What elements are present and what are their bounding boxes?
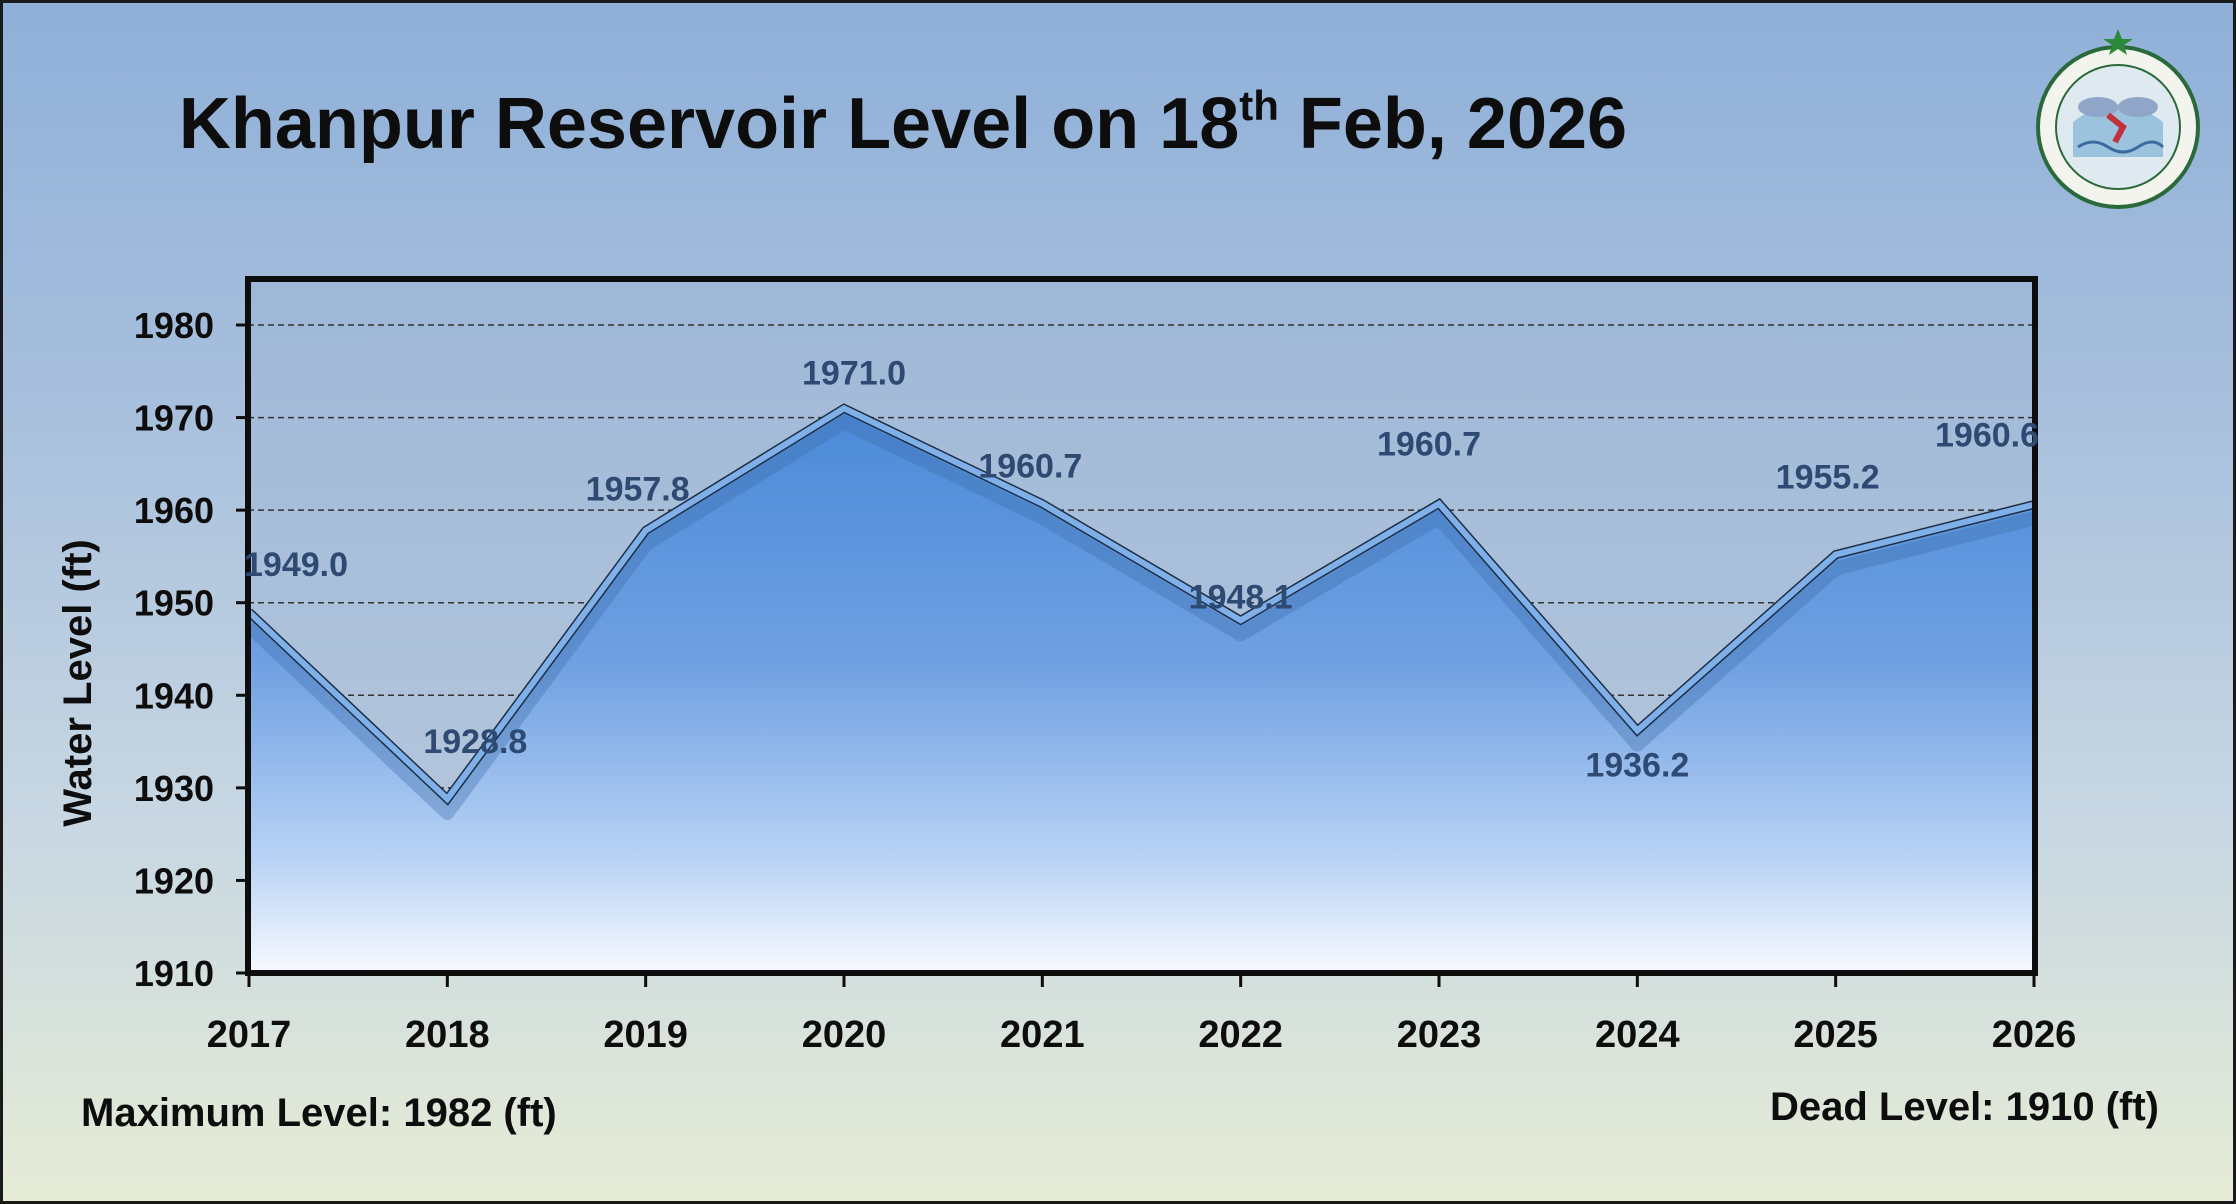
- title-main: Khanpur Reservoir Level on 18: [178, 84, 1240, 164]
- series-line: [246, 404, 2035, 804]
- area-fill: [249, 408, 2034, 973]
- x-tick-label: 2025: [1793, 1014, 1878, 1056]
- x-tick-label: 2021: [1000, 1014, 1085, 1056]
- x-tick-label: 2022: [1198, 1014, 1283, 1056]
- axes: [236, 276, 2038, 987]
- data-label: 1971.0: [802, 354, 906, 392]
- data-label: 1948.1: [1189, 578, 1293, 616]
- area-series: [244, 403, 2036, 973]
- x-tick-label: 2020: [802, 1014, 887, 1056]
- x-tick-label: 2018: [405, 1014, 490, 1056]
- data-label: 1936.2: [1585, 746, 1689, 784]
- data-label: 1960.6: [1935, 417, 2039, 455]
- title-superscript: th: [1239, 82, 1279, 129]
- pmd-emblem-icon: [2036, 29, 2200, 209]
- data-labels: 1949.0 1928.8 1957.8 1971.0 1960.7 1948.1 1960…: [244, 354, 2039, 784]
- y-tick-label: 1920: [134, 860, 214, 901]
- dead-level-note: Dead Level: 1910 (ft): [1769, 1085, 2159, 1129]
- data-label: 1960.7: [1377, 426, 1481, 464]
- x-tick-label: 2023: [1397, 1014, 1482, 1056]
- data-label: 1957.8: [586, 471, 690, 509]
- y-tick-labels: 1910 1920 1930 1940 1950 1960 1970 1980: [134, 305, 214, 994]
- x-tick-label: 2026: [1992, 1014, 2077, 1056]
- data-label: 1928.8: [423, 723, 527, 761]
- y-axis-label: Water Level (ft): [56, 539, 100, 826]
- y-tick-label: 1940: [134, 675, 214, 716]
- x-tick-label: 2024: [1595, 1014, 1680, 1056]
- y-tick-label: 1950: [134, 583, 214, 624]
- data-label: 1960.7: [978, 448, 1082, 486]
- data-label: 1955.2: [1776, 459, 1880, 497]
- y-tick-label: 1980: [134, 305, 214, 346]
- y-tick-label: 1910: [134, 953, 214, 994]
- title-tail: Feb, 2026: [1278, 84, 1628, 164]
- chart-title: Khanpur Reservoir Level on 18th Feb, 202…: [3, 83, 1803, 165]
- maximum-level-note: Maximum Level: 1982 (ft): [81, 1091, 557, 1135]
- plot-border: [245, 276, 2038, 976]
- area-bevel: [244, 415, 2036, 820]
- x-tick-label: 2017: [207, 1014, 292, 1056]
- y-tick-label: 1970: [134, 398, 214, 439]
- x-tick-labels: 2017 2018 2019 2020 2021 2022 2023 2024 2025 2026: [207, 1014, 2077, 1056]
- y-tick-label: 1960: [134, 490, 214, 531]
- y-tick-label: 1930: [134, 768, 214, 809]
- x-tick-label: 2019: [603, 1014, 688, 1056]
- data-label: 1949.0: [244, 546, 348, 584]
